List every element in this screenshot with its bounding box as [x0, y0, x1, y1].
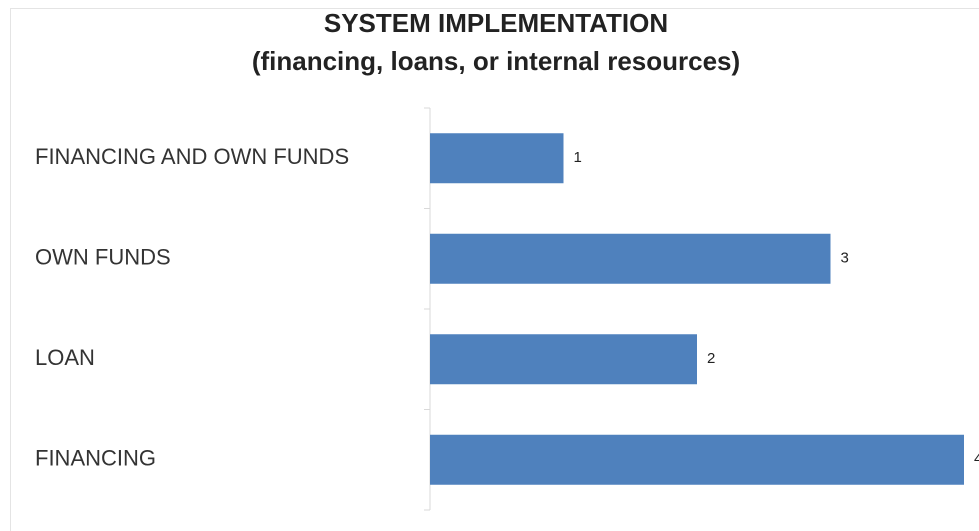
chart-title: SYSTEM IMPLEMENTATION: [324, 8, 668, 38]
y-tick-label: FINANCING AND OWN FUNDS: [35, 144, 349, 169]
chart-border: [10, 8, 979, 531]
bar: [430, 133, 564, 184]
bar: [430, 434, 964, 485]
value-label: 4: [974, 451, 979, 468]
bar: [430, 233, 831, 284]
y-tick-label: FINANCING: [35, 446, 156, 471]
value-label: 1: [574, 149, 582, 166]
y-tick-label: LOAN: [35, 345, 95, 370]
bar: [430, 334, 697, 385]
chart-subtitle: (financing, loans, or internal resources…: [252, 46, 740, 76]
value-label: 2: [707, 350, 715, 367]
value-label: 3: [841, 250, 849, 267]
y-tick-label: OWN FUNDS: [35, 245, 171, 270]
